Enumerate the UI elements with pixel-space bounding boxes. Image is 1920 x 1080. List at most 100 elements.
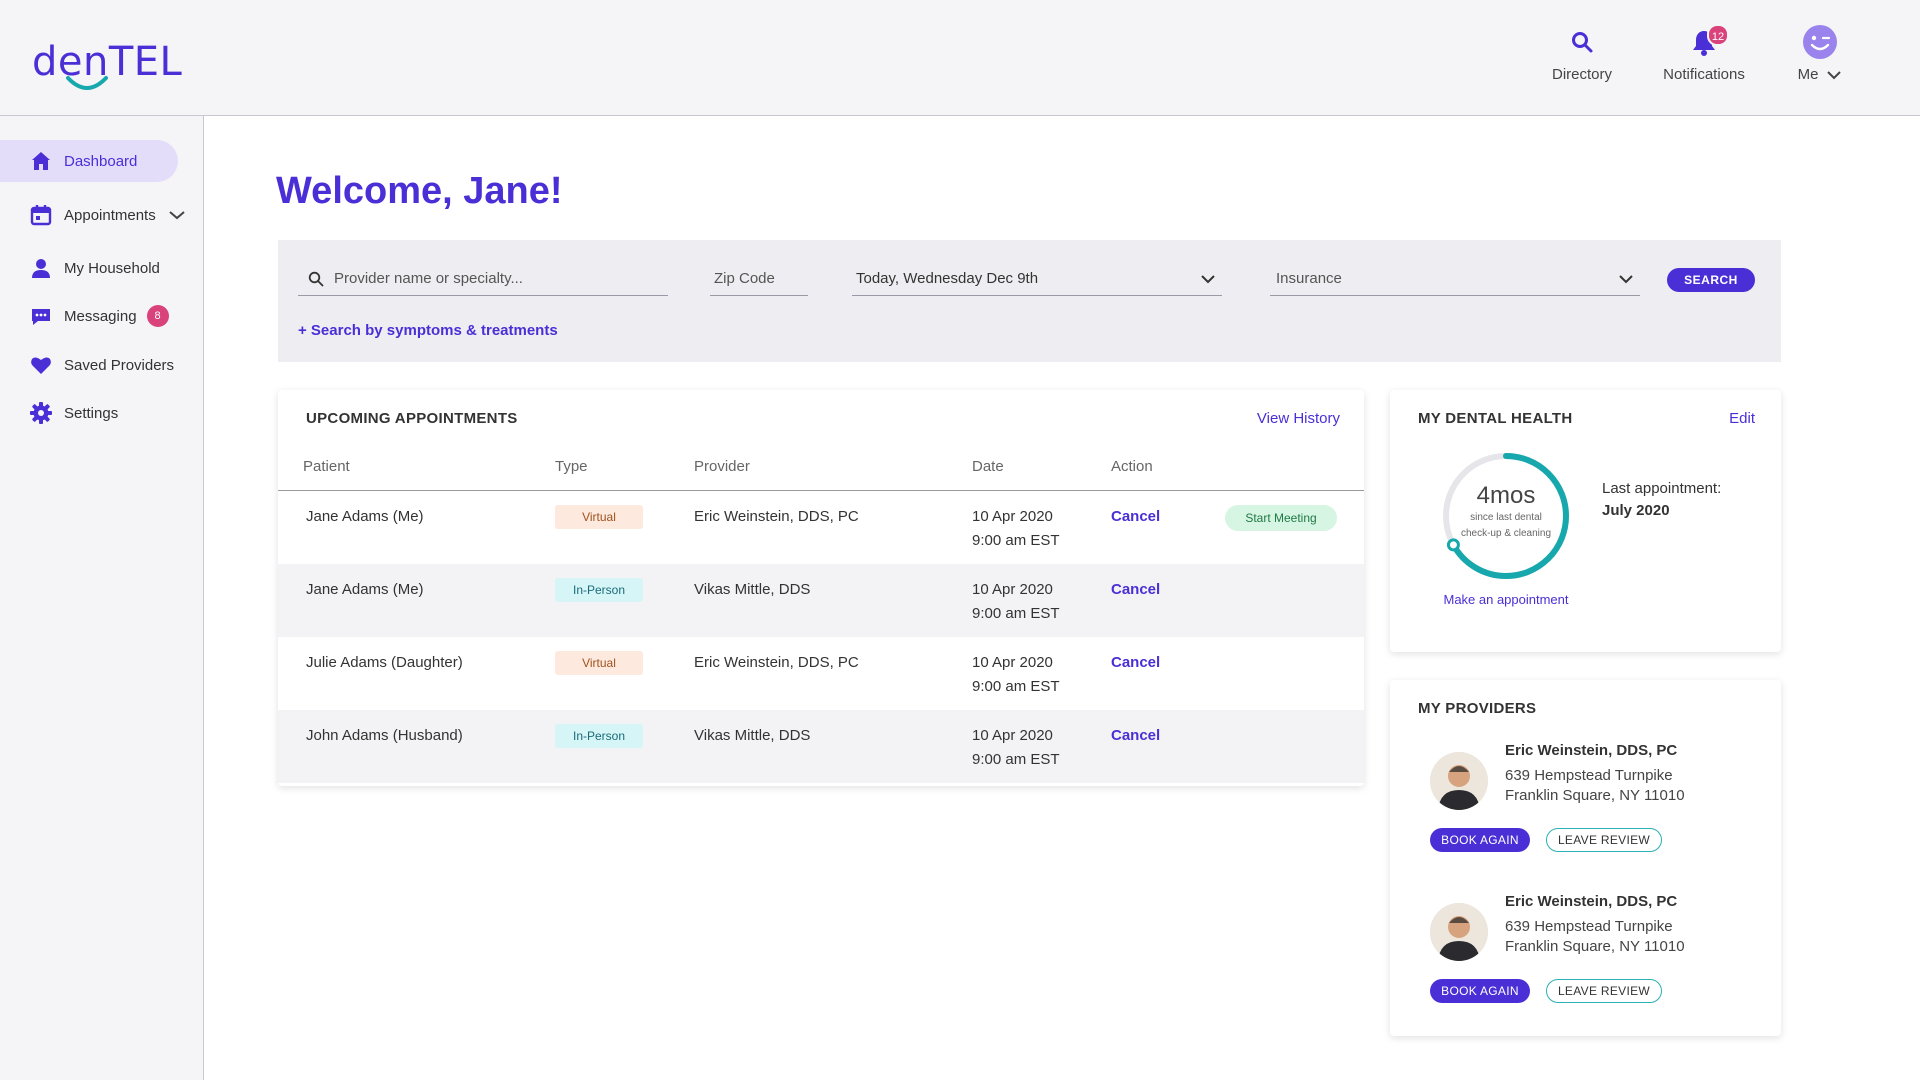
provider-search-placeholder: Provider name or specialty... [334,270,523,287]
cancel-appointment-link[interactable]: Cancel [1111,508,1161,525]
notifications-nav[interactable]: 12 Notifications [1655,22,1753,83]
table-row: Julie Adams (Daughter) Virtual Eric Wein… [278,637,1364,710]
zip-code-placeholder: Zip Code [714,270,775,287]
notifications-count-badge: 12 [1707,24,1729,46]
months-caption-line1: since last dental [1470,512,1542,523]
provider-name: Eric Weinstein, DDS, PC [1505,893,1678,910]
provider-item: Eric Weinstein, DDS, PC 639 Hempstead Tu… [1430,893,1770,1023]
me-label: Me [1797,66,1819,83]
card-title: UPCOMING APPOINTMENTS [306,410,518,427]
provider-cell: Eric Weinstein, DDS, PC [694,654,859,671]
provider-photo [1430,903,1488,961]
provider-search-input[interactable]: Provider name or specialty... [298,262,668,296]
make-appointment-link[interactable]: Make an appointment [1443,592,1569,607]
leave-review-button[interactable]: LEAVE REVIEW [1546,828,1662,852]
column-header-patient: Patient [303,458,350,475]
chat-icon [32,309,50,325]
logo-smile-icon [66,76,108,90]
cancel-appointment-link[interactable]: Cancel [1111,654,1161,671]
view-history-link[interactable]: View History [1256,410,1340,427]
table-row: John Adams (Husband) In-Person Vikas Mit… [278,710,1364,783]
search-by-symptoms-link[interactable]: + Search by symptoms & treatments [298,322,558,339]
date-cell: 10 Apr 2020 9:00 am EST [972,578,1060,626]
dentel-logo[interactable]: denTEL [32,34,192,90]
months-caption-line2: check-up & cleaning [1460,528,1552,539]
directory-nav[interactable]: Directory [1548,22,1616,83]
chevron-down-icon [1201,274,1215,283]
upcoming-appointments-card: UPCOMING APPOINTMENTS View History Patie… [278,390,1364,786]
person-icon [32,259,50,278]
patient-cell: Jane Adams (Me) [306,581,424,598]
home-icon [32,152,50,170]
provider-address: 639 Hempstead Turnpike Franklin Square, … [1505,917,1685,957]
patient-cell: Jane Adams (Me) [306,508,424,525]
sidebar-item-settings[interactable]: Settings [0,392,118,434]
time-text: 9:00 am EST [972,751,1060,768]
sidebar-item-label: Messaging [64,307,137,325]
sidebar-item-messaging[interactable]: Messaging 8 [0,295,169,337]
insurance-select[interactable]: Insurance [1270,262,1640,296]
table-row: Jane Adams (Me) Virtual Eric Weinstein, … [278,491,1364,564]
search-button[interactable]: SEARCH [1667,268,1755,292]
heart-icon [31,357,51,374]
messaging-count-badge: 8 [146,305,169,327]
provider-avatar [1430,752,1488,810]
card-title: MY PROVIDERS [1418,700,1537,717]
start-meeting-button[interactable]: Start Meeting [1225,505,1337,531]
patient-cell: John Adams (Husband) [306,727,463,744]
time-text: 9:00 am EST [972,532,1060,549]
date-select-value: Today, Wednesday Dec 9th [856,270,1039,287]
column-header-date: Date [972,458,1004,475]
provider-name: Eric Weinstein, DDS, PC [1505,742,1678,759]
provider-address: 639 Hempstead Turnpike Franklin Square, … [1505,766,1685,806]
me-menu[interactable]: Me [1790,22,1850,83]
column-header-type: Type [555,458,588,475]
address-line2: Franklin Square, NY 11010 [1505,787,1685,804]
card-title: MY DENTAL HEALTH [1418,410,1573,427]
date-select[interactable]: Today, Wednesday Dec 9th [852,262,1222,296]
cancel-appointment-link[interactable]: Cancel [1111,581,1161,598]
page-title: Welcome, Jane! [276,170,563,212]
sidebar-item-label: Dashboard [64,152,138,170]
avatar-face-icon [1803,25,1837,59]
address-line1: 639 Hempstead Turnpike [1505,918,1673,935]
sidebar-item-my-household[interactable]: My Household [0,247,160,289]
sidebar-item-saved-providers[interactable]: Saved Providers [0,344,174,386]
leave-review-button[interactable]: LEAVE REVIEW [1546,979,1662,1003]
table-header-divider [278,490,1364,491]
directory-label: Directory [1551,66,1612,83]
chevron-down-icon [169,211,185,220]
book-again-button[interactable]: BOOK AGAIN [1430,828,1530,852]
sidebar-item-appointments[interactable]: Appointments [0,194,186,236]
provider-search-bar: Provider name or specialty... Zip Code T… [278,240,1781,362]
zip-code-input[interactable]: Zip Code [710,262,808,296]
date-cell: 10 Apr 2020 9:00 am EST [972,651,1060,699]
sidebar-item-label: My Household [64,259,160,277]
calendar-icon [30,205,52,226]
sidebar: Dashboard Appointments My Household [0,116,204,1080]
time-text: 9:00 am EST [972,605,1060,622]
sidebar-item-label: Appointments [64,206,156,224]
my-dental-health-card: MY DENTAL HEALTH Edit 4mos since last de… [1390,390,1781,652]
date-text: 10 Apr 2020 [972,654,1053,671]
edit-dental-health-link[interactable]: Edit [1729,410,1755,427]
date-text: 10 Apr 2020 [972,581,1053,598]
top-bar: denTEL Directory 12 Notifications [0,0,1920,116]
address-line2: Franklin Square, NY 11010 [1505,938,1685,955]
column-header-action: Action [1111,458,1153,475]
time-text: 9:00 am EST [972,678,1060,695]
cancel-appointment-link[interactable]: Cancel [1111,727,1161,744]
provider-avatar [1430,903,1488,961]
type-badge-in-person: In-Person [555,724,643,748]
type-badge-virtual: Virtual [555,505,643,529]
sidebar-item-dashboard[interactable]: Dashboard [0,140,178,182]
date-text: 10 Apr 2020 [972,508,1053,525]
last-appointment-label: Last appointment: [1602,480,1722,497]
provider-cell: Vikas Mittle, DDS [694,581,811,598]
provider-item: Eric Weinstein, DDS, PC 639 Hempstead Tu… [1430,742,1770,872]
table-row: Jane Adams (Me) In-Person Vikas Mittle, … [278,564,1364,637]
book-again-button[interactable]: BOOK AGAIN [1430,979,1530,1003]
last-appointment-value: July 2020 [1602,502,1670,519]
months-readout: 4mos since last dental check-up & cleani… [1440,450,1572,582]
date-cell: 10 Apr 2020 9:00 am EST [972,724,1060,772]
